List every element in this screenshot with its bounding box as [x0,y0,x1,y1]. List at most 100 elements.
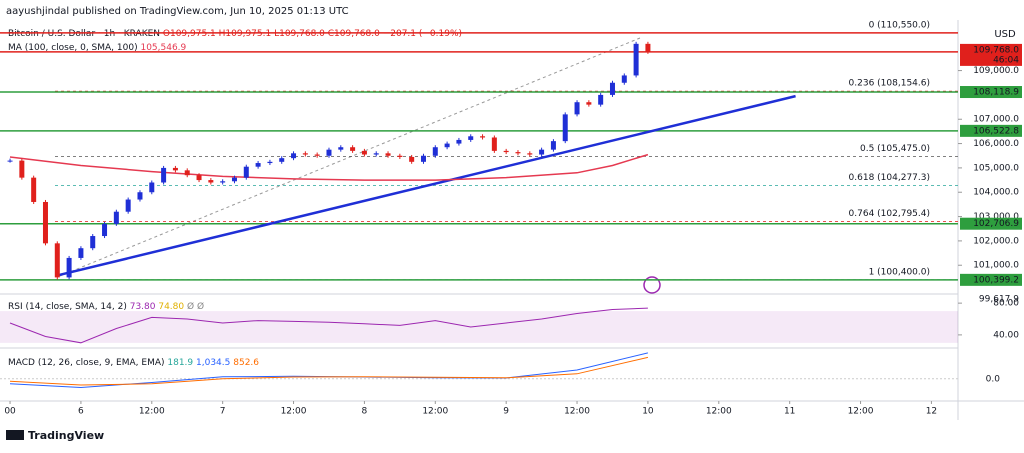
candle [515,152,521,154]
rsi-tick-label: 40.00 [993,330,1019,340]
fib-label: 0.5 (105,475.0) [860,144,930,154]
rsi-legend: RSI (14, close, SMA, 14, 2) 73.80 74.80 … [8,301,204,312]
y-tick-label: 109,000.0 [973,66,1019,76]
x-tick-label: 12 [926,407,937,417]
candle [409,156,415,162]
signal-line [9,356,649,386]
candle [255,163,261,167]
candle [42,201,48,244]
candle [397,155,403,157]
candle [586,102,592,105]
candle [137,192,143,200]
candle [125,199,131,212]
last-price-label: 109,768.0 [973,45,1019,55]
last-price-badge [960,43,1022,66]
candle [491,137,497,151]
candle [113,211,119,224]
candle [633,43,639,76]
x-tick-label: 12:00 [848,407,874,417]
y-tick-label: 102,000.0 [973,236,1019,246]
y-tick-label: 107,000.0 [973,115,1019,125]
candle [208,180,214,183]
candle [102,223,108,237]
level-label: 106,522.8 [973,126,1019,136]
low-badge-label: 99,617.9 [979,294,1019,304]
y-tick-label: 106,000.0 [973,139,1019,149]
currency: USD [994,29,1016,40]
candle [302,153,308,155]
rsi-tick-label: 80.00 [993,299,1019,309]
candle [149,182,155,193]
candle [621,75,627,83]
x-tick-label: 6 [78,407,84,417]
x-tick-label: 7 [220,407,226,417]
candle [196,175,202,181]
macd-legend: MACD (12, 26, close, 9, EMA, EMA) 181.9 … [8,358,259,368]
rsi-line [9,307,648,344]
candle [444,143,450,148]
x-tick-label: 9 [503,407,509,417]
candle [503,150,509,153]
candle [361,150,367,155]
candle [562,114,568,142]
x-tick-label: 11 [784,407,795,417]
x-tick-label: 12:00 [281,407,307,417]
candle [172,167,178,171]
candle [338,147,344,150]
y-tick-label: 103,000.0 [973,212,1019,222]
candle [231,177,237,182]
level-badge [960,124,1022,137]
candle [161,167,167,183]
candle [420,155,426,162]
candle [527,153,533,155]
candle [184,170,190,176]
x-tick-label: 12:00 [564,407,590,417]
rsi-band [0,311,958,343]
countdown: 46:04 [993,55,1019,65]
candle [90,236,96,249]
ma-line [9,153,649,181]
candle [598,94,604,105]
candle [456,139,462,144]
candle [19,160,25,178]
y-tick-label: 101,000.0 [973,261,1019,271]
macd-tick-label: 0.0 [986,374,1001,384]
x-tick-label: 12:00 [706,407,732,417]
fib-label: 0 (110,550.0) [869,20,930,30]
candle [432,147,438,156]
candle [539,149,545,155]
level-label: 108,118.9 [973,88,1019,98]
level-label: 100,399.2 [973,275,1019,285]
y-tick-label: 105,000.0 [973,163,1019,173]
candle [267,161,273,164]
x-tick-label: 8 [362,407,368,417]
candle [291,153,297,159]
fib-label: 1 (100,400.0) [869,267,930,277]
candle [7,160,13,162]
candle [220,181,226,183]
candle [550,141,556,150]
candle [609,82,615,95]
candle [78,248,84,258]
low-badge [960,293,1022,304]
brand-logo [6,430,24,440]
brand: TradingView [28,429,104,442]
candle [54,243,60,278]
x-tick-label: 12:00 [422,407,448,417]
candle [385,153,391,156]
event-icon[interactable] [643,276,661,294]
candle [574,102,580,115]
candle [480,136,486,138]
fib-label: 0.236 (108,154.6) [849,79,930,89]
y-tick-label: 104,000.0 [973,188,1019,198]
level-badge [960,86,1022,99]
x-tick-label: 12:00 [139,407,165,417]
level-badge [960,273,1022,286]
fib-label: 0.764 (102,795.4) [849,209,930,219]
fib-trend-line [59,37,641,277]
fib-label: 0.618 (104,277.3) [849,173,930,183]
ma-legend: MA (100, close, 0, SMA, 100) 105,546.9 [8,43,187,53]
byline: aayushjindal published on TradingView.co… [6,6,349,17]
